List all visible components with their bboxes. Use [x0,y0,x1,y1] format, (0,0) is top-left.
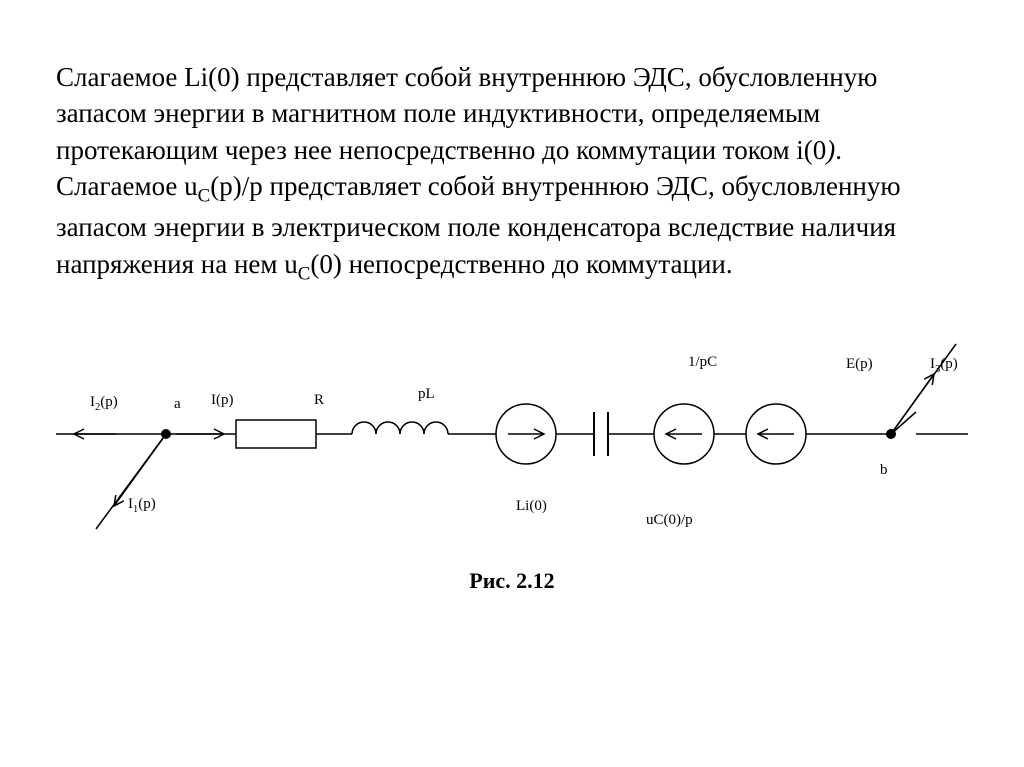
circuit-diagram: I2(p) a I(p) R pL I1(p) Li(0) 1/pС uC(0)… [56,314,968,554]
circuit-svg [56,314,968,554]
para-close-paren: ) [826,135,835,165]
label-pL: pL [418,386,435,403]
main-paragraph: Слагаемое Li(0) представляет собой внутр… [56,59,968,287]
para-sub-2: C [298,263,311,284]
para-part-1: Слагаемое Li(0) представляет собой внутр… [56,62,877,165]
label-I1: I1(p) [128,496,156,515]
para-part-3: (0) непосредственно до коммутации. [310,249,732,279]
label-uC0p: uC(0)/p [646,512,693,529]
label-I2: I2(p) [90,394,118,413]
label-I: I(p) [211,392,234,409]
label-R: R [314,392,324,409]
label-I3: I3(p) [930,356,958,375]
label-a: a [174,396,181,413]
figure-caption: Рис. 2.12 [56,568,968,594]
label-b: b [880,462,888,479]
para-sub-1: C [198,186,211,207]
label-Li0: Li(0) [516,498,547,515]
label-1pC: 1/pС [688,354,717,371]
label-Ep: E(p) [846,356,873,373]
